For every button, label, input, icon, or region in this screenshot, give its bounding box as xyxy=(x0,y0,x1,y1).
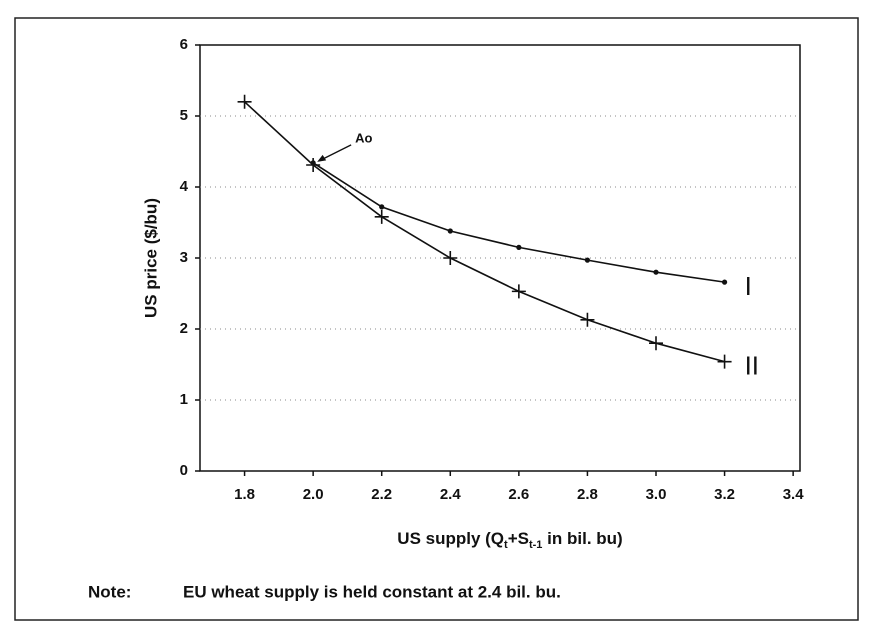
x-label-part: US supply (Q xyxy=(397,529,504,548)
note-text: EU wheat supply is held constant at 2.4 … xyxy=(183,582,561,601)
point xyxy=(237,94,252,109)
point xyxy=(653,269,659,275)
x-tick-label: 3.4 xyxy=(783,486,805,503)
x-tick-label: 2.6 xyxy=(508,486,529,503)
x-tick-label: 3.2 xyxy=(714,486,735,503)
point xyxy=(580,312,595,327)
series-label: II xyxy=(745,351,759,381)
arrow-head xyxy=(317,154,327,162)
y-tick-label: 3 xyxy=(180,249,188,266)
point xyxy=(516,244,522,250)
point xyxy=(447,228,453,234)
series-line xyxy=(244,101,725,363)
frame xyxy=(14,17,859,621)
point xyxy=(717,354,732,369)
x-label-sub: t-1 xyxy=(529,539,542,551)
point xyxy=(584,257,591,263)
note-label: Note: xyxy=(88,582,131,601)
y-tick-label: 6 xyxy=(180,36,188,53)
point xyxy=(443,251,458,265)
x-axis-label: US supply (Qt+St-1 in bil. bu) xyxy=(397,529,622,550)
y-tick-label: 2 xyxy=(180,320,188,337)
point xyxy=(306,157,321,172)
point xyxy=(379,204,385,210)
x-label-part: in bil. bu) xyxy=(542,529,622,548)
y-tick-label: 5 xyxy=(180,107,188,124)
x-label-sub: t xyxy=(504,539,508,551)
y-axis-label: US price ($/bu) xyxy=(141,198,160,318)
y-tick-label: 1 xyxy=(180,391,188,408)
x-tick-label: 3.0 xyxy=(646,486,667,503)
series-label: I xyxy=(745,271,752,301)
x-tick-label: 2.0 xyxy=(303,486,324,503)
point xyxy=(374,209,389,224)
y-tick-label: 4 xyxy=(180,178,189,195)
y-tick-label: 0 xyxy=(180,462,188,479)
x-tick-label: 1.8 xyxy=(234,486,255,503)
x-tick-label: 2.2 xyxy=(371,486,392,503)
point xyxy=(721,279,728,285)
x-tick-label: 2.8 xyxy=(577,486,598,503)
series-line xyxy=(312,162,725,283)
x-label-part: +S xyxy=(508,529,529,548)
x-tick-label: 2.4 xyxy=(440,486,462,503)
annotation: Ao xyxy=(355,130,372,145)
point xyxy=(511,284,526,299)
point xyxy=(649,336,663,351)
